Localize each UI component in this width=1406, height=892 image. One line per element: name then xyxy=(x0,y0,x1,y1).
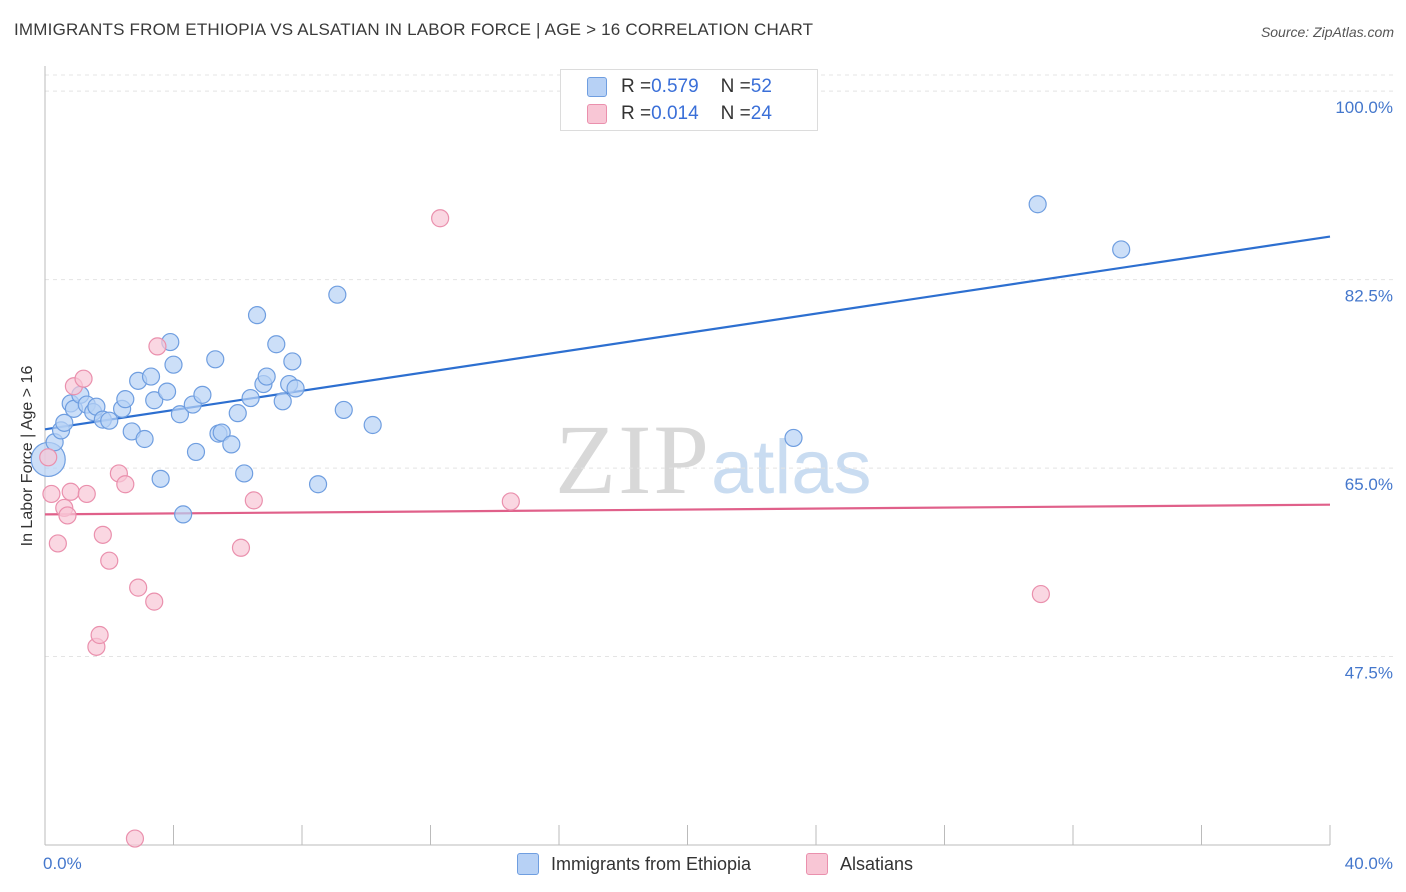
alsatian-point xyxy=(1031,584,1050,604)
ethiopia-point xyxy=(241,388,260,408)
ethiopia-legend-swatch xyxy=(517,853,539,875)
ethiopia-point xyxy=(1028,195,1047,214)
alsatian-point xyxy=(58,506,77,525)
ethiopia-point xyxy=(235,464,254,483)
alsatian-point xyxy=(42,484,61,504)
legend-n-value: 24 xyxy=(750,103,772,124)
axes xyxy=(44,66,1331,846)
x-tick-label: 40.0% xyxy=(1345,854,1393,873)
ethiopia-point xyxy=(1112,240,1131,259)
alsatian-point xyxy=(125,829,145,848)
alsatian-legend-label: Alsatians xyxy=(840,853,914,874)
alsatian-point xyxy=(431,209,450,228)
ethiopia-point xyxy=(135,429,154,449)
legend-n-label: N = xyxy=(720,103,751,124)
ethiopia-point xyxy=(328,285,347,304)
ethiopia-point xyxy=(193,385,212,404)
y-tick-label: 47.5% xyxy=(1345,664,1393,683)
ethiopia-point xyxy=(283,352,302,371)
x-tick-label: 0.0% xyxy=(43,854,82,873)
alsatian-point xyxy=(501,492,520,511)
legend-r-value: 0.014 xyxy=(651,103,699,124)
alsatian-point xyxy=(39,448,58,467)
ethiopia-point xyxy=(334,400,353,420)
legend-row-ethiopia: R = 0.579 N = 52 xyxy=(587,76,772,98)
ethiopia-point xyxy=(164,355,183,374)
alsatian-point xyxy=(129,578,148,597)
ethiopia-point xyxy=(55,413,74,432)
ethiopia-point xyxy=(784,428,803,448)
ethiopia-legend-label: Immigrants from Ethiopia xyxy=(551,853,752,874)
alsatian-point xyxy=(93,525,112,544)
alsatian-point xyxy=(100,551,119,570)
legend-row-alsatian: R = 0.014 N = 24 xyxy=(587,103,772,125)
alsatian-point xyxy=(244,491,263,510)
ethiopia-point xyxy=(286,379,305,398)
alsatian-point xyxy=(74,369,93,388)
alsatian-point xyxy=(77,484,96,504)
y-tick-label: 82.5% xyxy=(1345,287,1393,306)
ethiopia-point xyxy=(145,391,164,410)
ethiopia-point xyxy=(247,306,267,325)
alsatian-point xyxy=(90,625,109,645)
alsatian-point xyxy=(145,592,164,611)
alsatian-point xyxy=(148,337,167,356)
ethiopia-point xyxy=(228,404,247,423)
correlation-legend: R = 0.579 N = 52 R = 0.014 N = 24 xyxy=(560,69,818,131)
ethiopia-point xyxy=(116,390,135,409)
legend-n-label: N = xyxy=(720,76,751,97)
bottom-legend-ethiopia: Immigrants from Ethiopia xyxy=(517,852,751,876)
legend-n-value: 52 xyxy=(750,76,772,97)
watermark-zip: ZIP xyxy=(555,404,711,515)
ethiopia-point xyxy=(308,475,328,494)
ethiopia-point xyxy=(186,442,206,462)
ethiopia-point xyxy=(222,435,241,454)
chart-title: IMMIGRANTS FROM ETHIOPIA VS ALSATIAN IN … xyxy=(14,20,814,39)
alsatian-point xyxy=(116,475,135,494)
data-points xyxy=(30,195,1131,848)
ethiopia-point xyxy=(363,415,382,435)
ethiopia-point xyxy=(157,382,177,401)
alsatian-legend-swatch xyxy=(806,853,828,875)
tick-labels: 47.5% 65.0% 82.5% 100.0% 0.0% 40.0% xyxy=(43,98,1393,873)
alsatian-point xyxy=(231,538,251,557)
ethiopia-point xyxy=(174,505,193,524)
y-tick-label: 100.0% xyxy=(1335,98,1393,117)
alsatian-point xyxy=(48,534,67,553)
ethiopia-point xyxy=(267,335,286,354)
legend-r-label: R = xyxy=(621,76,652,97)
ethiopia-point xyxy=(141,367,161,386)
ethiopia-point xyxy=(273,392,292,411)
watermark: ZIPatlas xyxy=(555,402,872,517)
ethiopia-swatch xyxy=(587,77,607,97)
grid-lines xyxy=(45,74,1395,658)
ethiopia-point xyxy=(212,423,231,442)
alsatian-swatch xyxy=(587,104,607,124)
alsatian-point xyxy=(61,482,80,501)
source-credit: Source: ZipAtlas.com xyxy=(1260,24,1394,40)
legend-r-label: R = xyxy=(621,103,652,124)
ethiopia-point xyxy=(151,469,170,488)
legend-r-value: 0.579 xyxy=(651,76,699,97)
ethiopia-point xyxy=(206,350,225,369)
y-tick-label: 65.0% xyxy=(1345,475,1393,494)
alsatian-trend-line xyxy=(44,503,1331,516)
bottom-legend-alsatian: Alsatians xyxy=(806,852,913,876)
ethiopia-trend-line xyxy=(44,235,1331,431)
ethiopia-point xyxy=(100,411,119,430)
ethiopia-point xyxy=(170,405,190,424)
ethiopia-point xyxy=(257,367,276,386)
